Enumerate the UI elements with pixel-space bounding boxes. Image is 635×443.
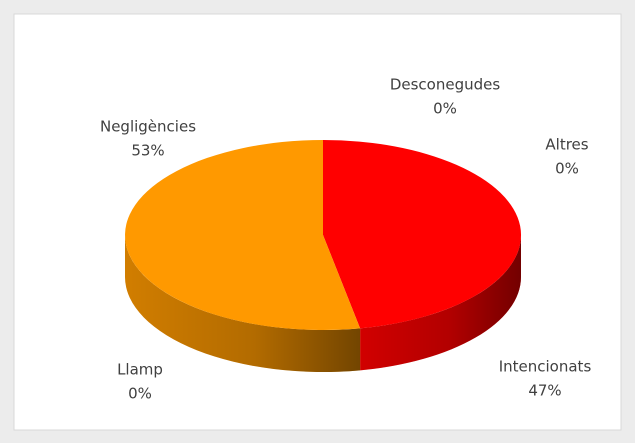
category-label: Negligències [100,118,196,136]
slice [323,140,522,329]
pie-sides [124,235,521,373]
category-label: Llamp [117,361,163,379]
slice-side [360,235,521,371]
value-label: 0% [433,100,457,118]
value-label: 0% [128,385,152,403]
value-label: 0% [555,160,579,178]
slice-side-shade [124,235,361,373]
slice-side-shade [360,235,521,371]
data-labels: Desconegudes 0% Altres 0% Intencionats 47% Lla… [100,76,591,403]
slice [125,140,361,330]
value-label: 53% [131,142,164,160]
value-label: 47% [528,382,561,400]
pie-tops [125,140,522,330]
category-label: Desconegudes [390,76,501,94]
category-label: Altres [545,136,588,154]
slice-side [124,235,361,373]
category-label: Intencionats [499,358,592,376]
